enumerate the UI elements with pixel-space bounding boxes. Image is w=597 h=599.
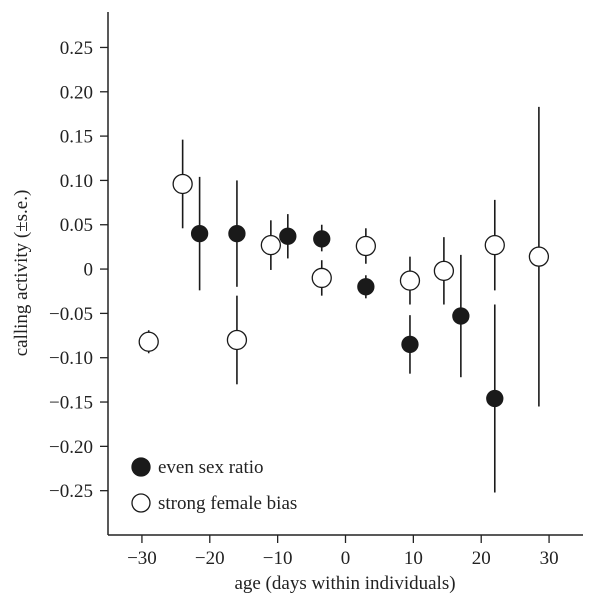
point-strong-female-bias	[484, 234, 505, 256]
x-tick-label: −10	[263, 548, 293, 569]
point-strong-female-bias	[260, 234, 282, 256]
point-strong-female-bias	[226, 329, 248, 351]
y-tick-label: −0.25	[49, 481, 93, 502]
point-even-sex-ratio	[452, 307, 470, 325]
y-tick-label: −0.15	[49, 393, 93, 414]
point-even-sex-ratio	[486, 389, 504, 408]
legend-label-even-sex-ratio: even sex ratio	[158, 457, 264, 478]
y-tick-label: −0.05	[49, 304, 93, 325]
point-strong-female-bias	[172, 173, 193, 195]
x-ticks: −30 −20 −10 0 10 20 30	[127, 535, 559, 569]
y-tick-label: −0.20	[49, 437, 93, 458]
x-tick-label: 10	[404, 548, 423, 569]
x-tick-label: −20	[195, 548, 225, 569]
legend-label-strong-female-bias: strong female bias	[158, 493, 297, 514]
x-tick-label: 30	[540, 548, 559, 569]
point-strong-female-bias	[138, 331, 159, 352]
y-axis-title: calling activity (±s.e.)	[11, 190, 32, 357]
data-points	[138, 173, 550, 408]
point-strong-female-bias	[433, 260, 455, 281]
legend: even sex ratio strong female bias	[131, 457, 297, 514]
y-tick-label: 0.20	[60, 82, 93, 103]
point-even-sex-ratio	[190, 224, 209, 243]
y-tick-label: −0.10	[49, 348, 93, 369]
y-tick-label: 0.05	[60, 215, 93, 236]
legend-marker-even-sex-ratio	[131, 457, 151, 477]
point-strong-female-bias	[311, 267, 332, 289]
y-tick-label: 0.10	[60, 171, 93, 192]
y-tick-label: 0.15	[60, 127, 93, 148]
error-bars	[147, 106, 540, 493]
legend-marker-strong-female-bias	[131, 493, 151, 513]
point-even-sex-ratio	[313, 230, 331, 248]
y-tick-label: 0.25	[60, 38, 93, 59]
y-tick-label: 0	[84, 260, 94, 281]
point-even-sex-ratio	[357, 278, 375, 296]
plot-area: 0.25 0.20 0.15 0.10 0.05 0 −0.05 −0.10 −0.15 −0.2…	[49, 12, 583, 569]
point-strong-female-bias	[355, 235, 377, 257]
y-ticks: 0.25 0.20 0.15 0.10 0.05 0 −0.05 −0.10 −0.15 −0.2…	[49, 38, 108, 502]
point-strong-female-bias	[528, 246, 550, 267]
point-strong-female-bias	[399, 270, 421, 291]
point-even-sex-ratio	[279, 227, 297, 245]
x-tick-label: 20	[472, 548, 491, 569]
x-tick-label: −30	[127, 548, 157, 569]
point-even-sex-ratio	[228, 224, 246, 243]
x-tick-label: 0	[341, 548, 351, 569]
point-even-sex-ratio	[401, 335, 419, 354]
x-axis-title: age (days within individuals)	[234, 573, 455, 594]
